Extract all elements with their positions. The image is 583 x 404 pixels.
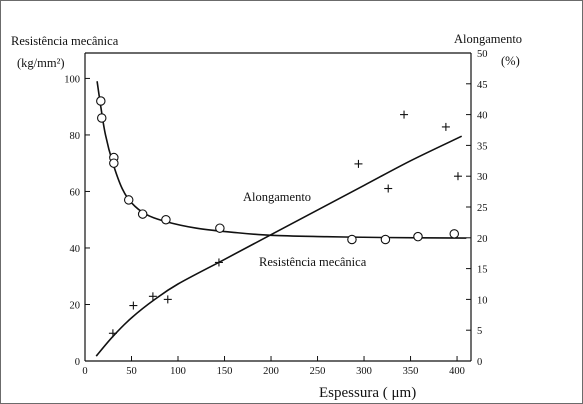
x-tick-label: 350: [403, 366, 419, 377]
axes: [84, 52, 472, 362]
series-label-alongamento: Alongamento: [243, 190, 311, 204]
right-axis-unit: (%): [501, 54, 520, 68]
markers: [96, 96, 462, 338]
series-label-resistencia: Resistência mecânica: [259, 255, 367, 269]
point-alongamento: [400, 110, 409, 119]
point-alongamento: [129, 301, 138, 310]
left-y-tick-label: 80: [70, 131, 81, 142]
point-alongamento: [163, 295, 172, 304]
point-alongamento: [148, 292, 157, 301]
point-resistencia: [380, 234, 391, 245]
point-resistencia: [137, 209, 148, 219]
point-alongamento: [384, 184, 393, 193]
right-y-tick-label: 10: [477, 295, 488, 306]
right-y-tick-label: 0: [477, 357, 482, 368]
x-tick-label: 0: [82, 366, 87, 377]
point-alongamento: [354, 159, 363, 168]
right-axis-title: Alongamento: [454, 32, 522, 46]
left-y-tick-label: 100: [64, 74, 80, 85]
left-y-tick-label: 20: [70, 300, 81, 311]
x-tick-label: 100: [170, 366, 186, 377]
right-y-tick-label: 15: [477, 265, 488, 276]
left-axis-unit: (kg/mm²): [17, 56, 65, 70]
right-y-tick-label: 30: [477, 172, 488, 183]
x-tick-label: 400: [449, 366, 465, 377]
curve-resistencia: [96, 81, 467, 239]
point-resistencia: [449, 229, 460, 239]
point-resistencia: [109, 158, 119, 168]
point-resistencia: [96, 96, 106, 106]
x-tick-label: 150: [217, 366, 233, 377]
point-resistencia: [96, 113, 107, 123]
point-resistencia: [413, 231, 423, 242]
right-y-tick-label: 5: [477, 326, 482, 337]
ticks: 0 50 100 150 200 250 300 350 400 0 20 40 60 80 100 0 5 10…: [64, 49, 487, 377]
curve-alongamento: [95, 135, 463, 357]
x-tick-label: 50: [126, 366, 137, 377]
x-axis-title: Espessura ( μm): [319, 385, 416, 401]
right-y-tick-label: 50: [477, 49, 488, 60]
left-y-tick-label: 60: [70, 187, 81, 198]
point-resistencia: [161, 214, 171, 225]
point-alongamento: [214, 258, 223, 267]
point-alongamento: [453, 172, 462, 181]
point-resistencia: [123, 195, 134, 205]
right-y-tick-label: 45: [477, 80, 488, 91]
point-resistencia: [215, 223, 225, 233]
x-tick-label: 250: [310, 366, 326, 377]
right-y-tick-label: 25: [477, 203, 488, 214]
right-y-tick-label: 40: [477, 111, 488, 122]
right-y-tick-label: 20: [477, 234, 488, 245]
left-y-tick-label: 0: [75, 357, 80, 368]
point-alongamento: [108, 329, 117, 338]
left-y-tick-label: 40: [70, 244, 81, 255]
left-axis-title: Resistência mecânica: [11, 34, 119, 48]
point-alongamento: [441, 122, 450, 131]
point-resistencia: [347, 234, 357, 245]
x-tick-label: 200: [263, 366, 279, 377]
x-tick-label: 300: [356, 366, 372, 377]
curves: [95, 81, 467, 357]
right-y-tick-label: 35: [477, 141, 488, 152]
